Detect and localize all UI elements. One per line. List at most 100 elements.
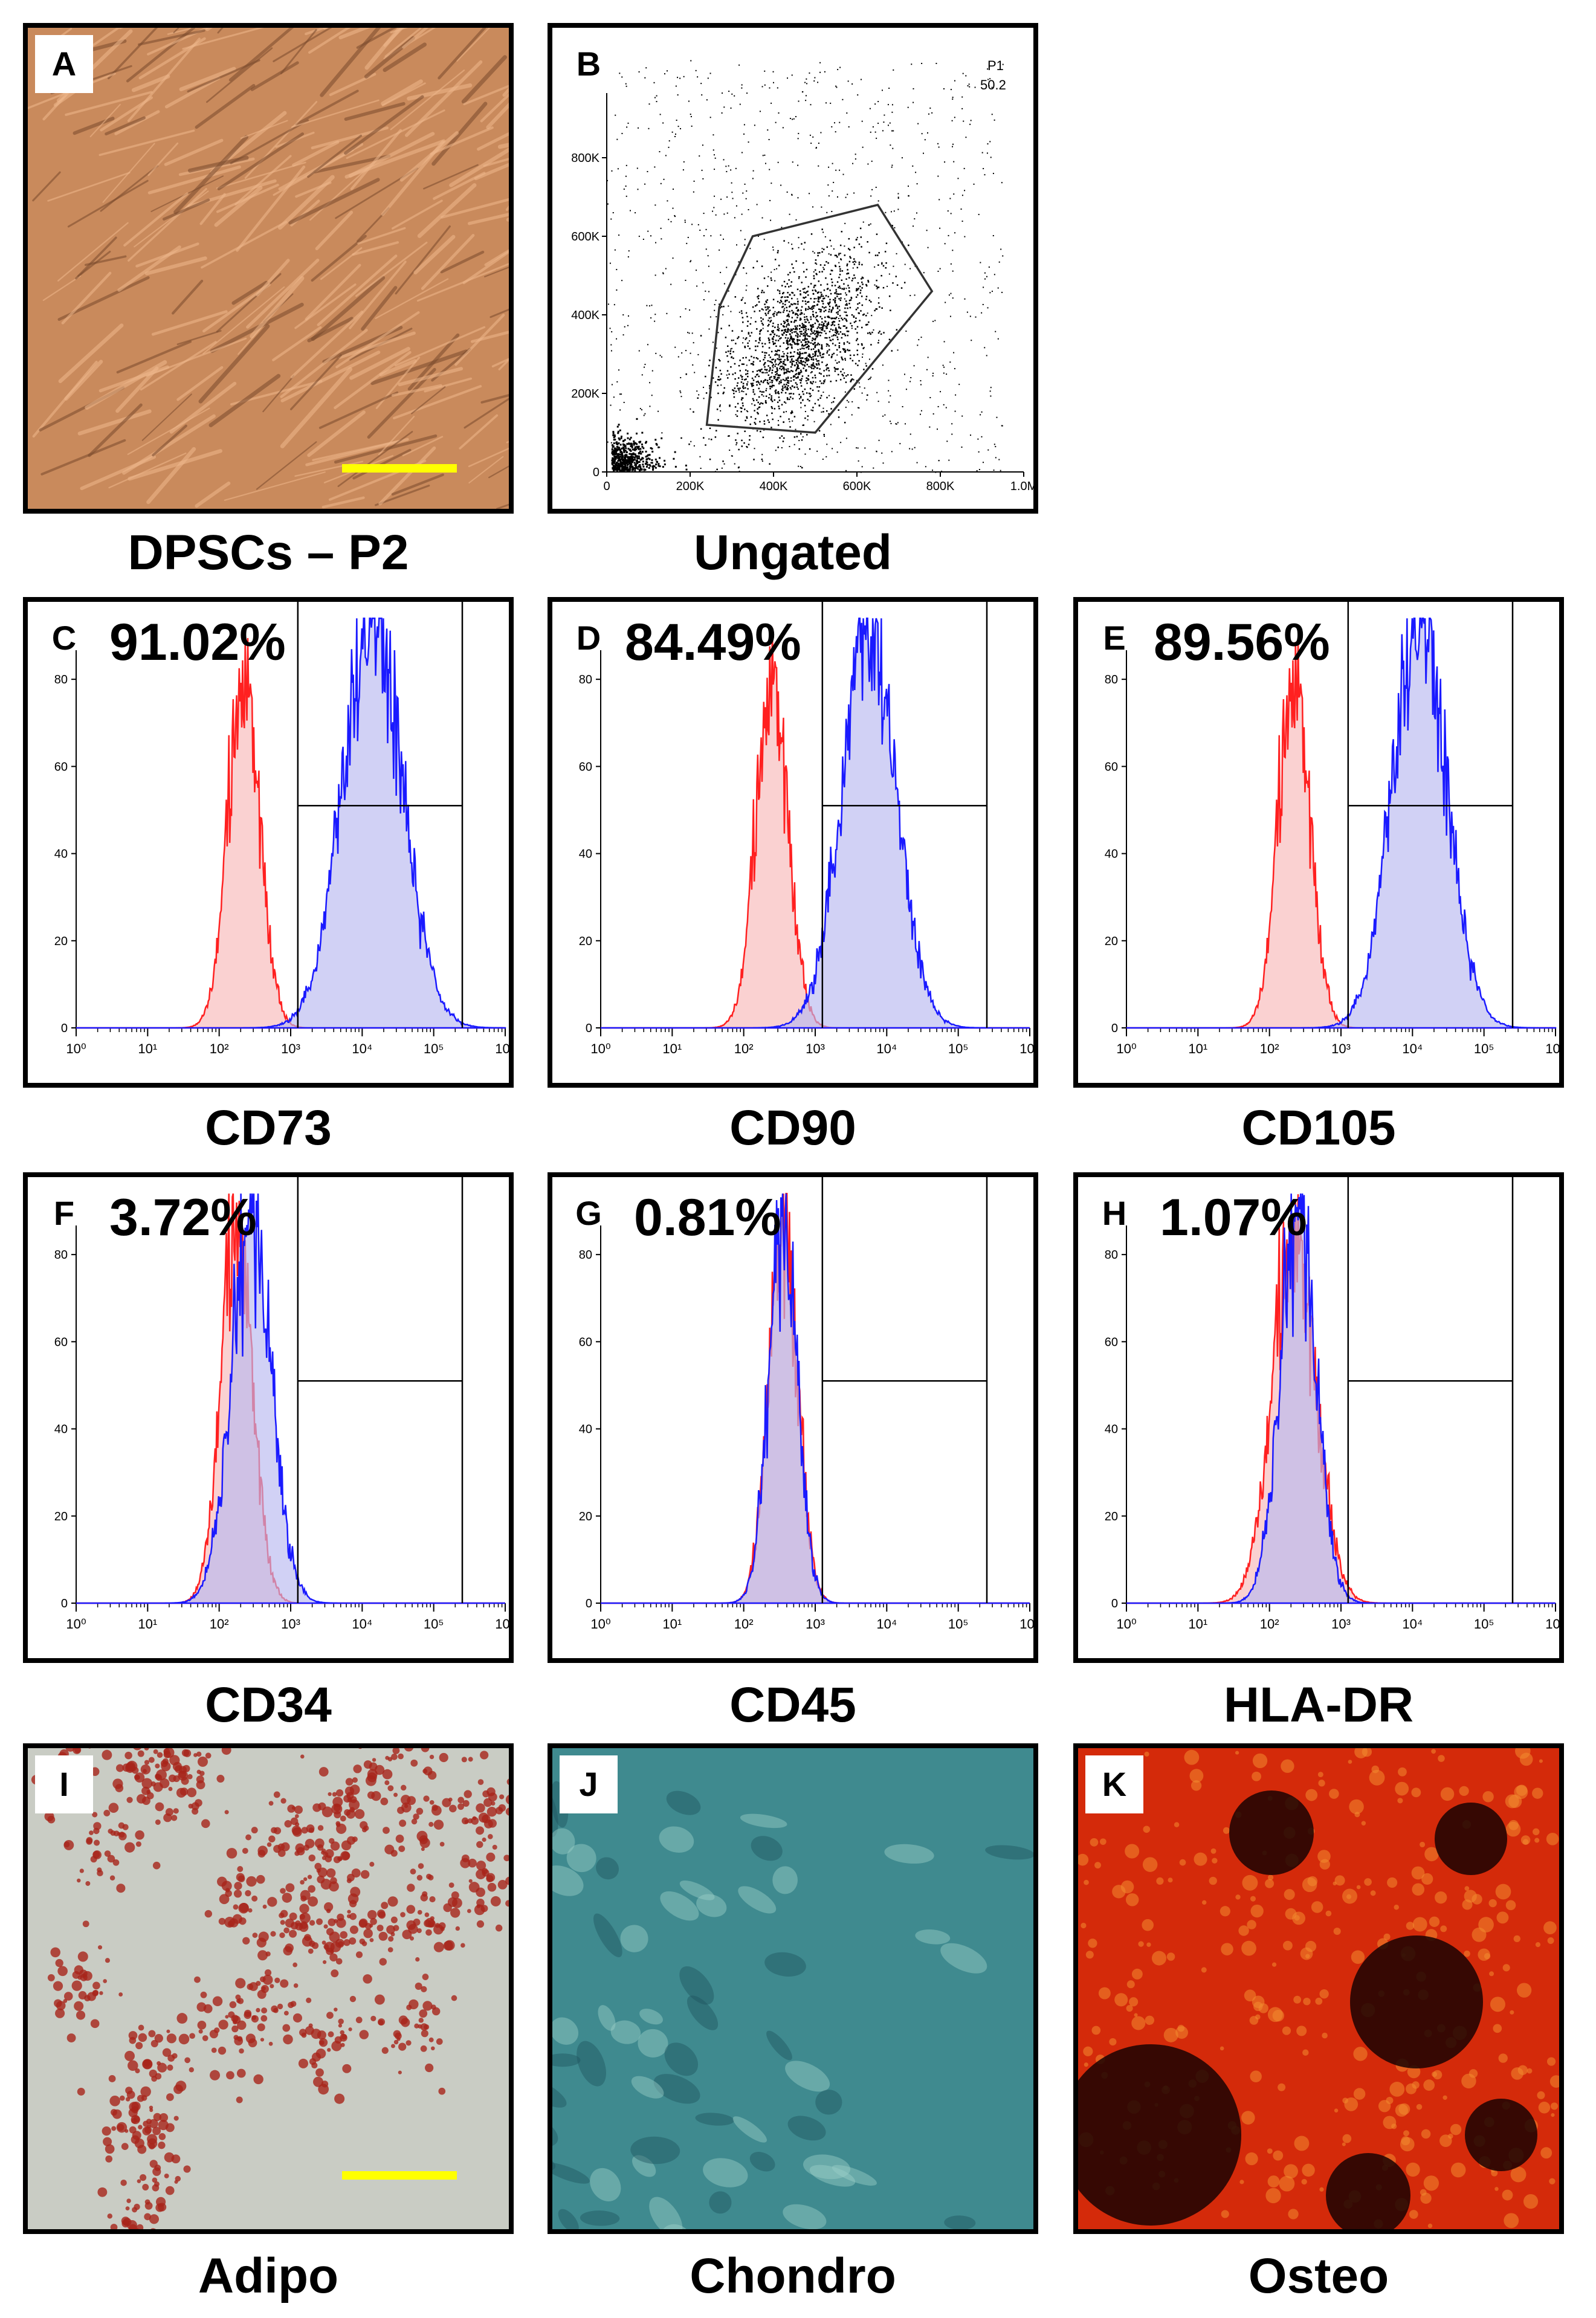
caption-f: CD34 [205, 1677, 332, 1732]
y-tick-label: 200K [571, 387, 599, 401]
control-histogram [1126, 638, 1556, 1029]
x-tick-label: 10⁰ [1116, 1041, 1136, 1056]
percent-positive-f: 3.72% [109, 1189, 257, 1247]
x-tick-label: 10⁰ [590, 1041, 610, 1056]
x-tick-label: 10⁴ [352, 1616, 372, 1632]
cell-texture [28, 28, 509, 509]
mineral-deposits [1078, 1748, 1559, 2229]
x-tick-label: 10⁵ [1474, 1616, 1494, 1632]
marker-histogram [76, 1193, 505, 1604]
panel-g-histogram: 0 20 40 60 80 10⁰ 10¹ 10² 10³ 10⁴ 10⁵ 10⁶ G 0.81% [548, 1172, 1038, 1663]
marker-histogram [1126, 1193, 1556, 1604]
y-tick-label: 40 [579, 848, 592, 861]
y-tick-label: 0 [61, 1597, 68, 1610]
adipogenic-micrograph-image [28, 1748, 509, 2229]
dpsc-micrograph-image [28, 28, 509, 509]
x-tick-label: 10⁴ [1402, 1616, 1423, 1632]
cd105-histogram: 0 20 40 60 80 10⁰ 10¹ 10² 10³ 10⁴ 10⁵ 10⁶ [1105, 602, 1559, 1056]
lipid-droplets [31, 1748, 509, 2229]
cd73-histogram: 0 20 40 60 80 10⁰ 10¹ 10² 10³ 10⁴ 10⁵ 10⁶ [54, 602, 509, 1056]
x-tick-label: 10⁰ [66, 1616, 86, 1632]
x-tick-label: 10⁶ [1019, 1616, 1033, 1632]
x-tick-label: 10⁵ [424, 1041, 444, 1056]
control-histogram [76, 1193, 505, 1604]
x-tick-label: 10¹ [138, 1041, 157, 1056]
x-tick-label: 10³ [806, 1616, 825, 1632]
panel-j-micrograph: J [548, 1743, 1038, 2234]
caption-k: Osteo [1248, 2249, 1389, 2303]
x-tick-label: 10⁵ [948, 1616, 969, 1632]
x-tick-label: 0 [603, 480, 610, 493]
x-tick-label: 10² [734, 1041, 754, 1056]
y-tick-label: 20 [54, 935, 68, 948]
y-tick-label: 60 [1105, 1335, 1118, 1349]
x-tick-label: 10⁵ [948, 1041, 969, 1056]
panel-label-k: K [1085, 1755, 1143, 1813]
percent-positive-g: 0.81% [634, 1189, 781, 1247]
y-tick-label: 40 [54, 1423, 68, 1436]
y-tick-label: 80 [579, 673, 592, 686]
y-tick-label: 40 [1105, 1423, 1118, 1436]
panel-label-d: D [576, 619, 601, 657]
y-tick-label: 80 [579, 1248, 592, 1262]
panel-label-e: E [1103, 619, 1126, 657]
panel-label-b: B [560, 35, 618, 93]
x-tick-label: 10² [1260, 1616, 1279, 1632]
event-points [607, 60, 1004, 473]
control-histogram [1126, 1194, 1556, 1604]
caption-a: DPSCs – P2 [128, 525, 409, 580]
x-tick-label: 10⁴ [1402, 1041, 1423, 1056]
y-tick-label: 0 [1111, 1022, 1118, 1035]
caption-h: HLA-DR [1223, 1677, 1414, 1732]
gate-name: P1 [987, 58, 1004, 73]
marker-histogram [601, 1193, 1030, 1604]
y-tick-label: 20 [1105, 1510, 1118, 1523]
caption-i: Adipo [198, 2249, 339, 2303]
caption-d: CD90 [729, 1100, 856, 1155]
x-tick-label: 10² [1260, 1041, 1279, 1056]
micrograph-background [28, 28, 509, 509]
y-tick-label: 20 [54, 1510, 68, 1523]
x-tick-label: 10¹ [138, 1616, 157, 1632]
panel-label-f: F [53, 1194, 75, 1232]
y-tick-label: 0 [586, 1597, 592, 1610]
x-tick-label: 10³ [281, 1616, 300, 1632]
caption-j: Chondro [690, 2249, 896, 2303]
x-tick-label: 1.0M [1010, 480, 1033, 493]
micrograph-background [552, 1748, 1033, 2229]
y-tick-label: 800K [571, 152, 599, 165]
cd45-histogram: 0 20 40 60 80 10⁰ 10¹ 10² 10³ 10⁴ 10⁵ 10⁶ [579, 1177, 1033, 1632]
panel-i-micrograph: I [23, 1743, 514, 2234]
percent-positive-d: 84.49% [625, 613, 801, 671]
y-tick-label: 0 [593, 466, 599, 479]
y-tick-label: 20 [579, 935, 592, 948]
panel-e-histogram: 0 20 40 60 80 10⁰ 10¹ 10² 10³ 10⁴ 10⁵ 10⁶ E 89.56% [1073, 597, 1564, 1088]
y-tick-label: 60 [579, 760, 592, 773]
x-tick-label: 10³ [1331, 1616, 1351, 1632]
cd34-histogram: 0 20 40 60 80 10⁰ 10¹ 10² 10³ 10⁴ 10⁵ 10⁶ [54, 1177, 509, 1632]
x-tick-label: 10⁵ [424, 1616, 444, 1632]
panel-label-i: I [35, 1755, 93, 1813]
y-tick-label: 20 [579, 1510, 592, 1523]
marker-histogram [1126, 617, 1557, 1029]
panel-label-h: H [1102, 1194, 1127, 1232]
x-tick-label: 200K [676, 480, 705, 493]
x-tick-label: 600K [843, 480, 871, 493]
y-tick-label: 40 [54, 848, 68, 861]
panel-label-c: C [51, 619, 77, 657]
caption-c: CD73 [205, 1100, 332, 1155]
chondrocyte-cells [552, 1781, 1033, 2229]
scale-bar [342, 2171, 457, 2180]
y-tick-label: 400K [571, 309, 599, 322]
panel-label-a: A [35, 35, 93, 93]
x-tick-label: 10³ [281, 1041, 300, 1056]
ungated-scatter-plot: 0 200K 400K 600K 800K 1.0M 0 200K 400K 600K 800K P1… [571, 40, 1033, 493]
y-tick-label: 80 [1105, 1248, 1118, 1262]
x-tick-label: 10¹ [1188, 1616, 1207, 1632]
y-tick-label: 60 [579, 1335, 592, 1349]
percent-positive-e: 89.56% [1154, 613, 1330, 671]
panel-h-histogram: 0 20 40 60 80 10⁰ 10¹ 10² 10³ 10⁴ 10⁵ 10⁶ H 1.07% [1073, 1172, 1564, 1663]
gate-polygon-p1 [705, 203, 934, 434]
y-tick-label: 80 [54, 1248, 68, 1262]
x-tick-label: 10⁶ [1545, 1041, 1559, 1056]
